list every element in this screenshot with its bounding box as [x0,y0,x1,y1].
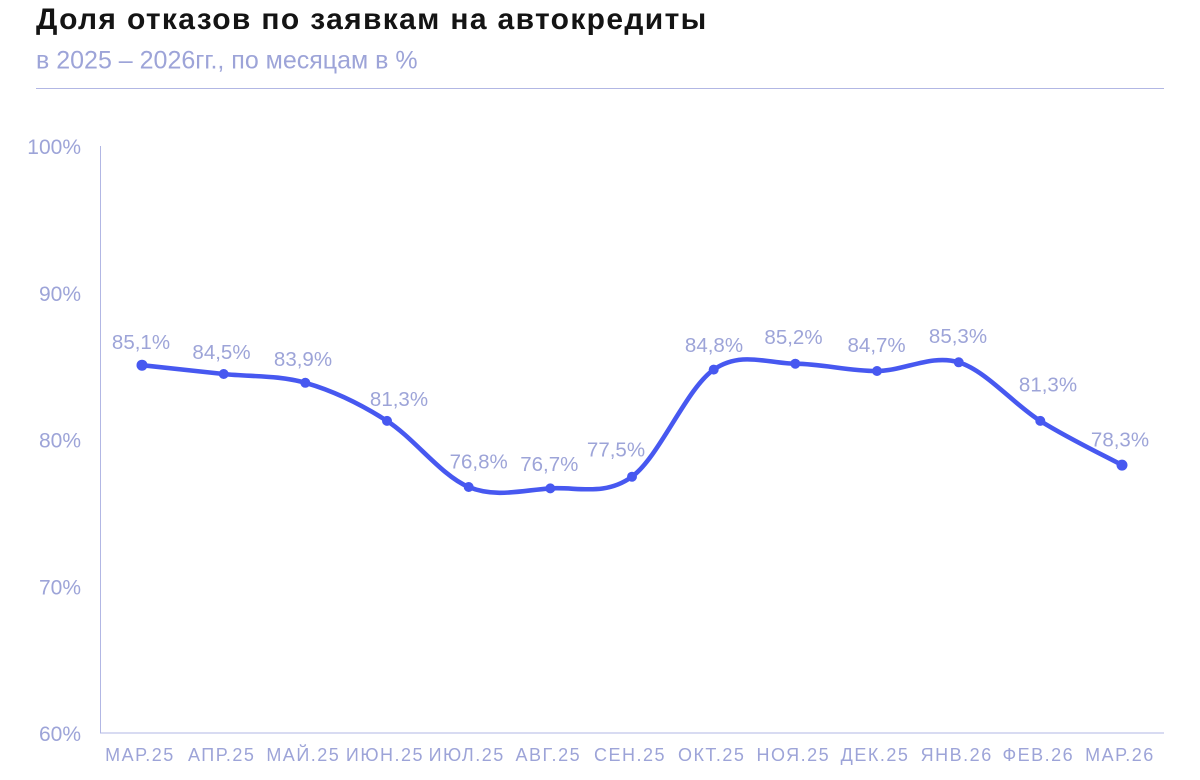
svg-text:НОЯ.25: НОЯ.25 [756,745,830,765]
svg-text:АВГ.25: АВГ.25 [516,745,582,765]
svg-text:90%: 90% [39,283,81,306]
svg-text:ФЕВ.26: ФЕВ.26 [1002,745,1074,765]
svg-text:МАР.25: МАР.25 [105,745,175,765]
svg-text:70%: 70% [39,576,81,599]
svg-text:МАЙ.25: МАЙ.25 [266,744,340,765]
svg-text:85,2%: 85,2% [764,326,822,349]
svg-text:ИЮЛ.25: ИЮЛ.25 [429,745,505,765]
svg-text:76,7%: 76,7% [520,453,578,476]
svg-text:84,5%: 84,5% [192,341,250,364]
svg-text:85,1%: 85,1% [112,331,170,354]
svg-text:СЕН.25: СЕН.25 [594,745,666,765]
svg-text:100%: 100% [27,136,81,159]
svg-text:84,8%: 84,8% [685,334,743,357]
svg-text:80%: 80% [39,430,81,453]
svg-text:ИЮН.25: ИЮН.25 [346,745,424,765]
svg-text:60%: 60% [39,723,81,746]
svg-text:в 2025 – 2026гг., по месяцам в: в 2025 – 2026гг., по месяцам в % [36,47,418,75]
svg-text:Доля отказов по заявкам на авт: Доля отказов по заявкам на автокредиты [36,3,708,36]
svg-text:АПР.25: АПР.25 [188,745,255,765]
svg-text:81,3%: 81,3% [1019,374,1077,397]
svg-text:83,9%: 83,9% [274,348,332,371]
svg-text:78,3%: 78,3% [1091,429,1149,452]
svg-text:ОКТ.25: ОКТ.25 [678,745,746,765]
svg-text:ЯНВ.26: ЯНВ.26 [921,745,993,765]
svg-text:81,3%: 81,3% [370,388,428,411]
svg-text:77,5%: 77,5% [587,439,645,462]
svg-text:76,8%: 76,8% [450,450,508,473]
svg-text:84,7%: 84,7% [848,334,906,357]
svg-text:МАР.26: МАР.26 [1085,745,1155,765]
svg-text:ДЕК.25: ДЕК.25 [841,745,910,765]
svg-text:85,3%: 85,3% [929,325,987,348]
